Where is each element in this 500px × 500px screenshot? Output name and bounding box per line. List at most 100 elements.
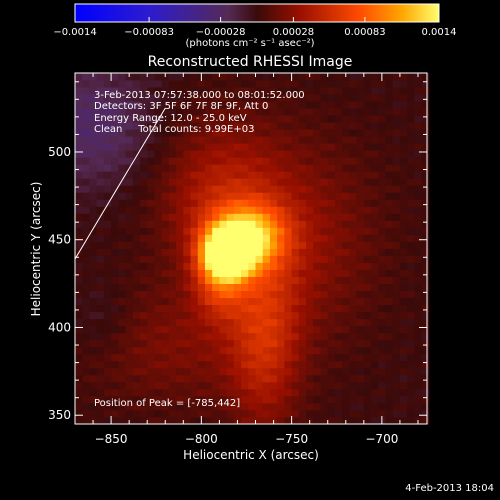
heatmap-cell <box>96 395 105 404</box>
heatmap-cell <box>349 304 357 313</box>
heatmap-cell <box>204 164 213 172</box>
heatmap-cell <box>306 388 314 397</box>
heatmap-cell <box>132 136 141 144</box>
heatmap-cell <box>342 339 350 348</box>
heatmap-cell <box>233 213 242 221</box>
heatmap-cell <box>111 255 119 263</box>
heatmap-cell <box>334 234 343 242</box>
heatmap-cell <box>334 374 343 383</box>
heatmap-cell <box>392 388 401 397</box>
heatmap-cell <box>204 374 213 383</box>
heatmap-cell <box>111 283 119 292</box>
heatmap-cell <box>147 185 155 193</box>
heatmap-cell <box>139 388 148 397</box>
heatmap-cell <box>269 171 278 179</box>
heatmap-cell <box>291 108 300 116</box>
heatmap-cell <box>226 122 235 130</box>
heatmap-cell <box>284 115 293 123</box>
heatmap-cell <box>284 234 293 242</box>
heatmap-cell <box>132 381 141 390</box>
heatmap-cell <box>399 164 408 172</box>
heatmap-cell <box>111 416 119 425</box>
heatmap-cell <box>407 157 415 165</box>
heatmap-cell <box>168 213 177 221</box>
heatmap-cell <box>378 150 386 158</box>
heatmap-cell <box>392 87 401 95</box>
heatmap-cell <box>313 234 321 242</box>
heatmap-cell <box>255 178 264 186</box>
heatmap-cell <box>154 115 163 123</box>
heatmap-cell <box>111 297 119 306</box>
heatmap-cell <box>349 206 357 214</box>
heatmap-cell <box>349 199 357 207</box>
heatmap-cell <box>327 381 336 390</box>
heatmap-cell <box>161 311 170 320</box>
heatmap-cell <box>197 136 206 144</box>
heatmap-cell <box>298 297 307 306</box>
heatmap-cell <box>139 108 148 116</box>
heatmap-cell <box>183 255 191 263</box>
heatmap-cell <box>363 101 372 109</box>
heatmap-cell <box>183 318 191 327</box>
heatmap-cell <box>262 136 271 144</box>
heatmap-cell <box>147 416 155 425</box>
heatmap-cell <box>139 94 148 102</box>
heatmap-cell <box>226 87 235 95</box>
heatmap-cell <box>132 164 141 172</box>
heatmap-cell <box>399 248 408 256</box>
heatmap-cell <box>197 241 206 249</box>
heatmap-cell <box>89 248 98 256</box>
heatmap-cell <box>168 374 177 383</box>
heatmap-cell <box>161 101 170 109</box>
heatmap-cell <box>414 234 422 242</box>
heatmap-cell <box>291 80 300 88</box>
heatmap-cell <box>356 304 365 313</box>
heatmap-cell <box>219 290 228 299</box>
heatmap-cell <box>248 311 256 320</box>
heatmap-cell <box>147 213 155 221</box>
heatmap-cell <box>183 80 191 88</box>
heatmap-cell <box>342 248 350 256</box>
heatmap-cell <box>371 374 379 383</box>
heatmap-cell <box>363 409 372 418</box>
heatmap-cell <box>96 262 105 270</box>
heatmap-cell <box>320 283 329 292</box>
heatmap-cell <box>103 360 112 369</box>
heatmap-cell <box>190 269 199 277</box>
heatmap-cell <box>399 94 408 102</box>
heatmap-cell <box>392 143 401 151</box>
heatmap-cell <box>233 409 242 418</box>
heatmap-cell <box>183 297 191 306</box>
heatmap-cell <box>176 108 184 116</box>
heatmap-cell <box>241 311 249 320</box>
heatmap-cell <box>233 199 242 207</box>
heatmap-cell <box>407 213 415 221</box>
heatmap-cell <box>204 178 213 186</box>
heatmap-cell <box>298 234 307 242</box>
heatmap-cell <box>103 304 112 313</box>
heatmap-cell <box>378 185 386 193</box>
heatmap-cell <box>248 255 256 263</box>
heatmap-cell <box>349 402 357 411</box>
heatmap-cell <box>147 255 155 263</box>
heatmap-cell <box>334 325 343 334</box>
heatmap-cell <box>183 73 191 81</box>
heatmap-cell <box>378 339 386 348</box>
heatmap-cell <box>161 122 170 130</box>
heatmap-cell <box>414 122 422 130</box>
y-axis-label: Heliocentric Y (arcsec) <box>29 182 43 317</box>
heatmap-cell <box>371 255 379 263</box>
heatmap-cell <box>82 220 90 228</box>
heatmap-cell <box>407 115 415 123</box>
heatmap-cell <box>176 115 184 123</box>
heatmap-cell <box>168 73 177 81</box>
heatmap-cell <box>291 220 300 228</box>
heatmap-cell <box>421 220 430 228</box>
heatmap-cell <box>306 122 314 130</box>
heatmap-cell <box>284 80 293 88</box>
heatmap-cell <box>334 416 343 425</box>
heatmap-cell <box>248 129 256 137</box>
heatmap-cell <box>421 276 430 284</box>
heatmap-cell <box>75 234 83 242</box>
heatmap-cell <box>421 171 430 179</box>
